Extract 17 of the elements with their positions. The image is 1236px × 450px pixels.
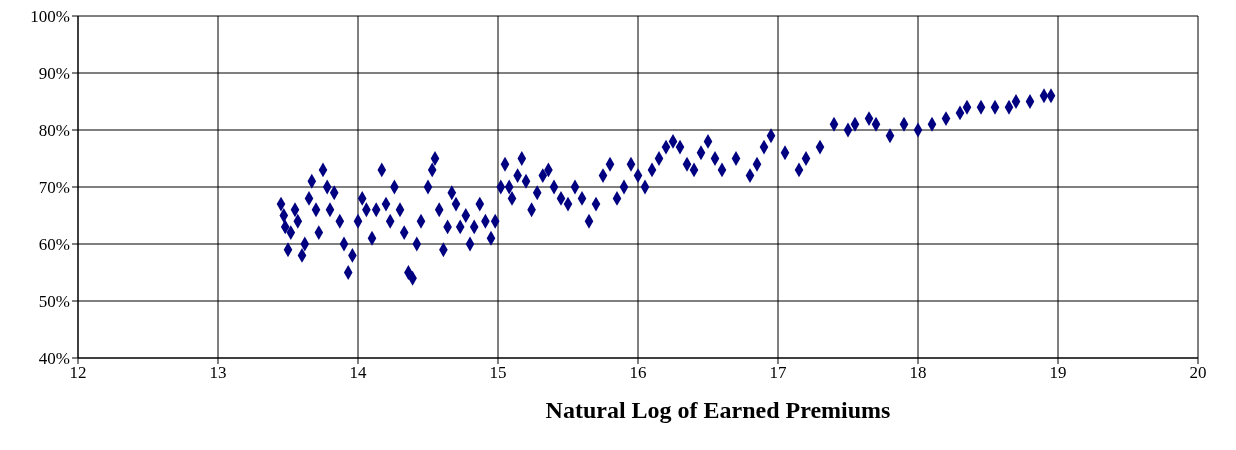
- y-tick-label: 70%: [38, 178, 70, 198]
- y-tick-label: 60%: [38, 235, 70, 255]
- y-tick-label: 90%: [38, 64, 70, 84]
- x-tick-label: 12: [69, 363, 87, 383]
- x-tick-label: 18: [909, 363, 927, 383]
- x-tick-label: 13: [209, 363, 227, 383]
- x-axis-title: Natural Log of Earned Premiums: [545, 397, 891, 423]
- y-tick-label: 100%: [30, 7, 70, 27]
- x-tick-label: 17: [769, 363, 787, 383]
- y-tick-label: 80%: [38, 121, 70, 141]
- y-tick-label: 40%: [38, 349, 70, 369]
- x-tick-label: 16: [629, 363, 647, 383]
- y-tick-label: 50%: [38, 292, 70, 312]
- x-tick-label: 14: [349, 363, 367, 383]
- x-tick-label: 20: [1189, 363, 1207, 383]
- x-tick-label: 15: [489, 363, 507, 383]
- x-tick-label: 19: [1049, 363, 1067, 383]
